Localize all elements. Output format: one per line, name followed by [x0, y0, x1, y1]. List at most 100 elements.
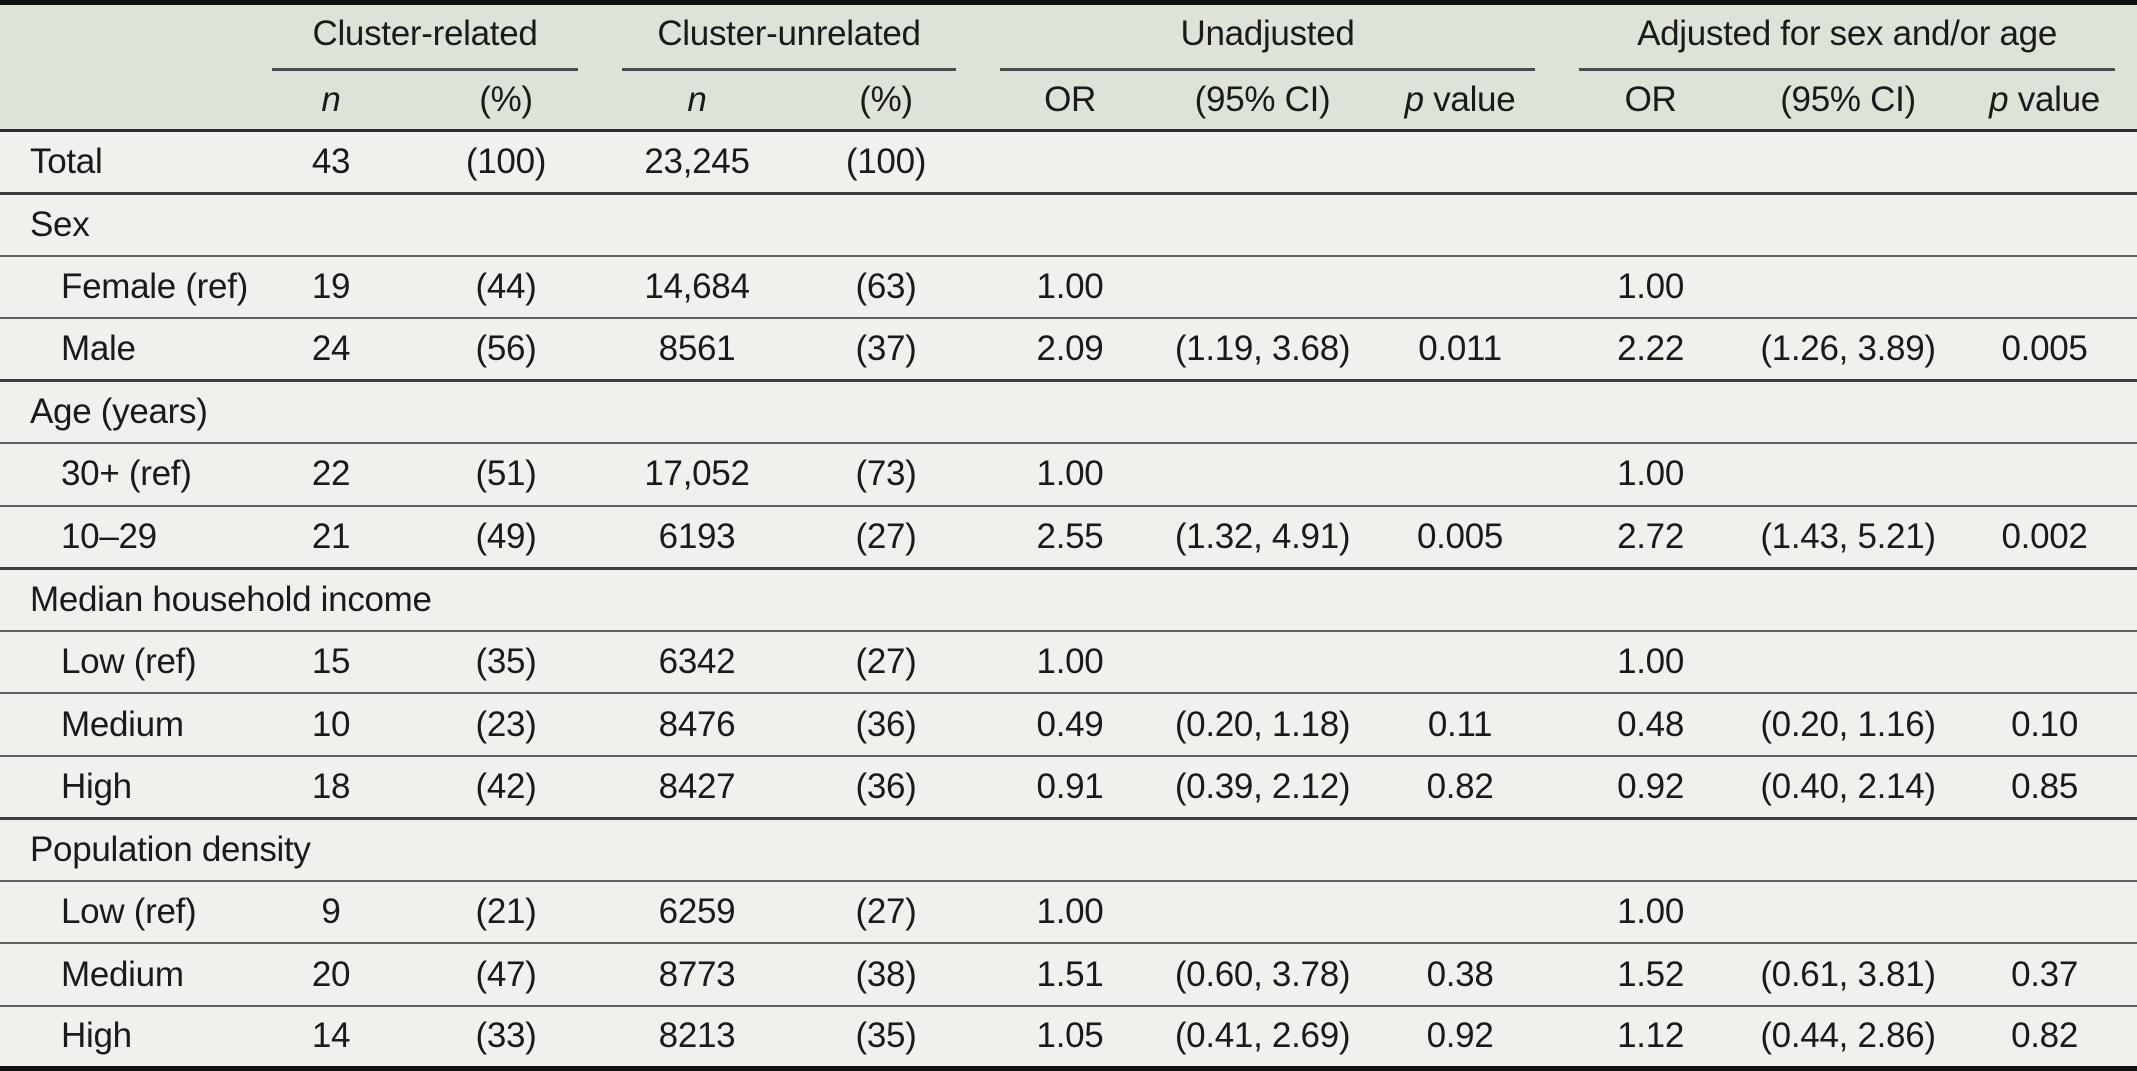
cell	[1744, 254, 1953, 319]
cell: 0.38	[1363, 942, 1558, 1006]
col-header-pct: (%)	[794, 70, 979, 132]
cell: 2.55	[978, 504, 1163, 569]
cell: 1.12	[1557, 1004, 1745, 1069]
category-row-population-density: Population density	[0, 816, 2137, 881]
cell: 20	[250, 942, 412, 1006]
table-row-male: Male 24 (56) 8561 (37) 2.09 (1.19, 3.68)…	[0, 317, 2137, 381]
cell	[1952, 442, 2137, 506]
col-header-or: OR	[1557, 70, 1745, 132]
cell: (1.43, 5.21)	[1744, 504, 1953, 569]
cell	[1744, 130, 1953, 194]
cell	[1363, 130, 1558, 194]
cell: 2.72	[1557, 504, 1745, 569]
row-label: 10–29	[0, 504, 250, 569]
cell: 1.00	[1557, 442, 1745, 506]
cell: 21	[250, 504, 412, 569]
cell: 14,684	[600, 254, 795, 319]
cell: (36)	[794, 754, 979, 819]
cell: 15	[250, 629, 412, 694]
cell	[1363, 442, 1558, 506]
cell: 0.49	[978, 692, 1163, 756]
cell: 8773	[600, 942, 795, 1006]
table-row-income-medium: Medium 10 (23) 8476 (36) 0.49 (0.20, 1.1…	[0, 692, 2137, 756]
cell	[1744, 879, 1953, 944]
cell: (0.61, 3.81)	[1744, 942, 1953, 1006]
col-header-text: value	[2008, 79, 2100, 119]
col-header-text: value	[1423, 79, 1516, 119]
cell	[1952, 629, 2137, 694]
table-row-density-low: Low (ref) 9 (21) 6259 (27) 1.00 1.00	[0, 879, 2137, 944]
table-row-density-medium: Medium 20 (47) 8773 (38) 1.51 (0.60, 3.7…	[0, 942, 2137, 1006]
cell: (27)	[794, 629, 979, 694]
cell: (21)	[412, 879, 601, 944]
row-label: Low (ref)	[0, 879, 250, 944]
cell: (49)	[412, 504, 601, 569]
col-header-n: n	[600, 70, 795, 132]
cell: 0.92	[1363, 1004, 1558, 1069]
cell: 43	[250, 130, 412, 194]
col-header-text: p	[1404, 79, 1424, 119]
cell: 6193	[600, 504, 795, 569]
cell: (1.19, 3.68)	[1162, 317, 1364, 381]
cell	[1162, 254, 1364, 319]
row-label: High	[0, 754, 250, 819]
cell: 1.05	[978, 1004, 1163, 1069]
row-label: High	[0, 1004, 250, 1069]
cell: (1.26, 3.89)	[1744, 317, 1953, 381]
cell: (44)	[412, 254, 601, 319]
cell: (0.60, 3.78)	[1162, 942, 1364, 1006]
group-header-adjusted: Adjusted for sex and/or age	[1557, 2, 2137, 71]
cell: 18	[250, 754, 412, 819]
col-header-text: p	[1989, 79, 2009, 119]
cell	[1363, 254, 1558, 319]
category-row-sex: Sex	[0, 191, 2137, 256]
cell	[1162, 879, 1364, 944]
row-label: Female (ref)	[0, 254, 250, 319]
col-header-text: (%)	[479, 79, 533, 119]
table-body: Total 43 (100) 23,245 (100) Sex Female (…	[0, 130, 2137, 1069]
cell: (0.20, 1.18)	[1162, 692, 1364, 756]
cell: 23,245	[600, 130, 795, 194]
cell: 2.22	[1557, 317, 1745, 381]
cell: (0.20, 1.16)	[1744, 692, 1953, 756]
col-header-pct: (%)	[412, 70, 601, 132]
group-header-label: Adjusted for sex and/or age	[1579, 6, 2116, 71]
col-header-text: OR	[1624, 79, 1677, 119]
cell	[978, 130, 1163, 194]
cell: 0.85	[1952, 754, 2137, 819]
cell	[1557, 130, 1745, 194]
cell: 22	[250, 442, 412, 506]
group-header-cluster-unrelated: Cluster-unrelated	[600, 2, 979, 71]
cell	[1952, 254, 2137, 319]
cell: (51)	[412, 442, 601, 506]
table-row-density-high: High 14 (33) 8213 (35) 1.05 (0.41, 2.69)…	[0, 1004, 2137, 1069]
cell: 0.002	[1952, 504, 2137, 569]
row-label: Medium	[0, 692, 250, 756]
cell: 6259	[600, 879, 795, 944]
cell: 0.91	[978, 754, 1163, 819]
table-row-age-30plus: 30+ (ref) 22 (51) 17,052 (73) 1.00 1.00	[0, 442, 2137, 506]
col-header-text: OR	[1044, 79, 1096, 119]
cell: 0.005	[1952, 317, 2137, 381]
cell: (100)	[794, 130, 979, 194]
cell: (63)	[794, 254, 979, 319]
cell: 0.10	[1952, 692, 2137, 756]
cell	[1162, 629, 1364, 694]
cell: 1.52	[1557, 942, 1745, 1006]
table-row-income-high: High 18 (42) 8427 (36) 0.91 (0.39, 2.12)…	[0, 754, 2137, 819]
row-label: Medium	[0, 942, 250, 1006]
cell: 6342	[600, 629, 795, 694]
col-header-text: (95% CI)	[1780, 79, 1916, 119]
cell: 1.00	[978, 442, 1163, 506]
table-header: Cluster-related Cluster-unrelated Unadju…	[0, 2, 2137, 132]
cell	[1363, 879, 1558, 944]
column-header-row: n (%) n (%) OR (95% CI) p value OR (95% …	[0, 70, 2137, 132]
cell: (56)	[412, 317, 601, 381]
group-header-row: Cluster-related Cluster-unrelated Unadju…	[0, 2, 2137, 132]
col-header-or: OR	[978, 70, 1163, 132]
group-header-label: Cluster-unrelated	[622, 6, 957, 71]
cell: 1.00	[1557, 629, 1745, 694]
cell: 8213	[600, 1004, 795, 1069]
category-row-age: Age (years)	[0, 379, 2137, 444]
